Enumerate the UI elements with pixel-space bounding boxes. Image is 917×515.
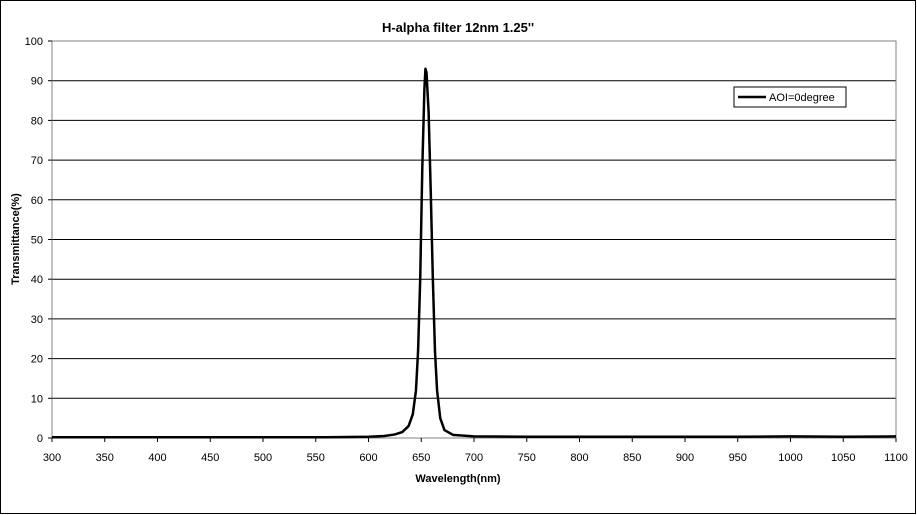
x-tick-label: 700 [465, 452, 483, 464]
x-tick-label: 550 [307, 452, 325, 464]
x-tick-label: 1100 [884, 452, 908, 464]
legend-label: AOI=0degree [769, 92, 835, 104]
y-tick-label: 10 [31, 393, 43, 405]
series-layer [52, 67, 897, 439]
y-tick-label: 100 [25, 36, 43, 48]
y-tick-label: 50 [31, 235, 43, 247]
y-tick-label: 0 [37, 433, 43, 445]
y-axis-title: Transmittance(%) [10, 193, 22, 285]
ticks-layer: 0 10 20 30 40 50 60 70 80 90 100 300 350 400 450 500 550… [25, 36, 908, 464]
y-tick-label: 30 [31, 314, 43, 326]
x-tick-label: 300 [43, 452, 61, 464]
y-tick-label: 20 [31, 354, 43, 366]
x-tick-label: 750 [518, 452, 536, 464]
x-tick-label: 400 [148, 452, 166, 464]
x-axis-title: Wavelength(nm) [415, 473, 500, 485]
x-tick-label: 850 [623, 452, 641, 464]
y-tick-label: 60 [31, 195, 43, 207]
x-tick-label: 350 [96, 452, 114, 464]
x-tick-label: 800 [570, 452, 588, 464]
legend: AOI=0degree [733, 86, 847, 108]
x-tick-label: 450 [201, 452, 219, 464]
x-tick-label: 500 [254, 452, 272, 464]
grid-layer [52, 80, 896, 399]
x-tick-label: 600 [359, 452, 377, 464]
x-tick-label: 1050 [831, 452, 855, 464]
series-line [52, 67, 897, 439]
y-tick-label: 80 [31, 115, 43, 127]
y-tick-label: 70 [31, 155, 43, 167]
x-tick-label: 650 [412, 452, 430, 464]
chart-title: H-alpha filter 12nm 1.25'' [382, 20, 534, 35]
y-tick-label: 40 [31, 274, 43, 286]
x-tick-label: 950 [729, 452, 747, 464]
y-tick-label: 90 [31, 76, 43, 88]
x-tick-label: 1000 [778, 452, 802, 464]
x-tick-label: 900 [676, 452, 694, 464]
legend-box [733, 86, 847, 108]
